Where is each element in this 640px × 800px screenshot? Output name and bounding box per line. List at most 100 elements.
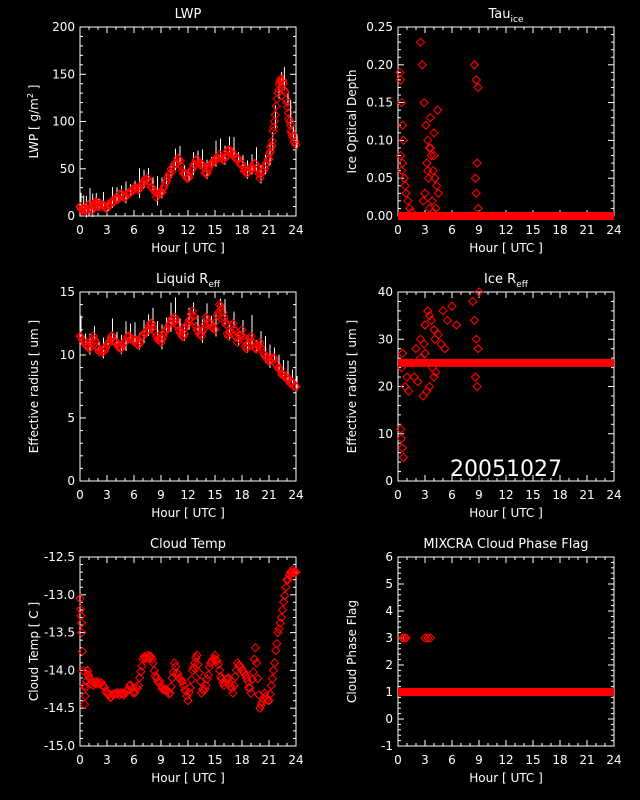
data-point [194, 668, 205, 678]
y-tick-label: 0 [67, 209, 75, 223]
data-point [177, 676, 188, 687]
data-layer [75, 297, 301, 392]
x-tick-label: 0 [394, 753, 402, 767]
data-point [415, 334, 426, 345]
data-point [276, 612, 287, 623]
x-tick-label: 24 [288, 223, 303, 237]
data-point [420, 188, 430, 199]
y-tick-label: 10 [378, 427, 393, 441]
data-point [396, 165, 407, 176]
data-point [272, 94, 282, 104]
data-point [180, 322, 191, 333]
data-point [270, 110, 281, 120]
x-tick-label: 24 [288, 753, 303, 767]
data-point [132, 339, 143, 350]
data-point [248, 667, 259, 677]
data-point [241, 673, 252, 683]
data-point [290, 567, 300, 577]
data-layer [395, 37, 614, 220]
data-point [284, 116, 295, 127]
x-tick-label: 3 [421, 488, 429, 502]
data-point [80, 691, 90, 701]
x-tick-label: 6 [448, 753, 456, 767]
data-point [77, 646, 88, 657]
data-point [227, 683, 237, 694]
x-tick-label: 15 [207, 753, 222, 767]
data-point [418, 391, 428, 401]
data-point [187, 665, 198, 676]
data-point [197, 326, 208, 337]
data-point [282, 372, 292, 383]
x-tick-label: 0 [76, 488, 84, 502]
data-point [245, 683, 255, 693]
x-tick-label: 6 [130, 223, 138, 237]
data-point [249, 654, 260, 664]
data-point [420, 320, 430, 330]
data-point [395, 75, 406, 85]
data-point [473, 343, 483, 354]
data-point [428, 165, 438, 176]
x-tick-label: 12 [498, 753, 513, 767]
data-point [425, 143, 436, 153]
data-point [192, 154, 202, 165]
x-tick-label: 18 [552, 753, 567, 767]
chart-title: Liquid Reff [156, 272, 221, 290]
data-point [395, 424, 406, 434]
data-point [174, 325, 184, 335]
data-point [204, 161, 215, 172]
data-point [143, 653, 154, 664]
data-point [176, 161, 187, 171]
chart-title: MIXCRA Cloud Phase Flag [423, 537, 588, 552]
x-tick-label: 6 [448, 223, 456, 237]
data-point [396, 433, 407, 444]
y-tick-label: 6 [385, 550, 393, 564]
data-point [195, 676, 206, 687]
data-point [422, 633, 433, 643]
x-tick-label: 12 [180, 753, 195, 767]
data-point [197, 160, 208, 170]
x-tick-label: 0 [76, 223, 84, 237]
data-point [285, 120, 296, 130]
data-point [141, 327, 152, 338]
y-tick-label: 2 [385, 658, 393, 672]
data-point [137, 661, 147, 671]
data-point [89, 334, 100, 345]
data-point [427, 196, 437, 206]
data-point [162, 172, 173, 183]
data-point [155, 676, 165, 687]
data-point [229, 680, 239, 691]
data-point [182, 691, 192, 701]
data-point [183, 695, 193, 706]
data-point [149, 666, 160, 676]
y-tick-label: -14.5 [44, 701, 75, 715]
data-point [212, 656, 223, 666]
data-point [150, 327, 161, 338]
data-point [469, 315, 480, 326]
data-point [396, 97, 407, 108]
data-layer [395, 287, 614, 463]
y-tick-label: 0 [385, 474, 393, 488]
dense-band-points [398, 358, 614, 367]
y-tick-label: 0.15 [366, 96, 393, 110]
data-point [270, 645, 281, 656]
y-tick-label: 40 [378, 285, 393, 299]
data-point [147, 654, 157, 664]
data-point [138, 331, 148, 341]
data-point [195, 329, 206, 339]
data-point [107, 331, 118, 341]
data-point [447, 301, 457, 311]
data-point [275, 364, 286, 374]
data-point [474, 287, 484, 297]
panel-2: Tauice 0 3 6 9 12 15 18 21 24 0.00 0.05 0.10 0.15 0.20… [345, 7, 622, 255]
data-point [142, 173, 153, 183]
x-tick-label: 9 [157, 223, 165, 237]
data-point [398, 452, 409, 463]
data-point [254, 169, 264, 179]
data-point [269, 658, 280, 668]
data-point [134, 673, 145, 683]
data-point [185, 683, 196, 693]
data-point [264, 154, 274, 165]
data-point [239, 668, 250, 678]
data-point [471, 75, 482, 85]
y-tick-label: 5 [67, 411, 75, 425]
